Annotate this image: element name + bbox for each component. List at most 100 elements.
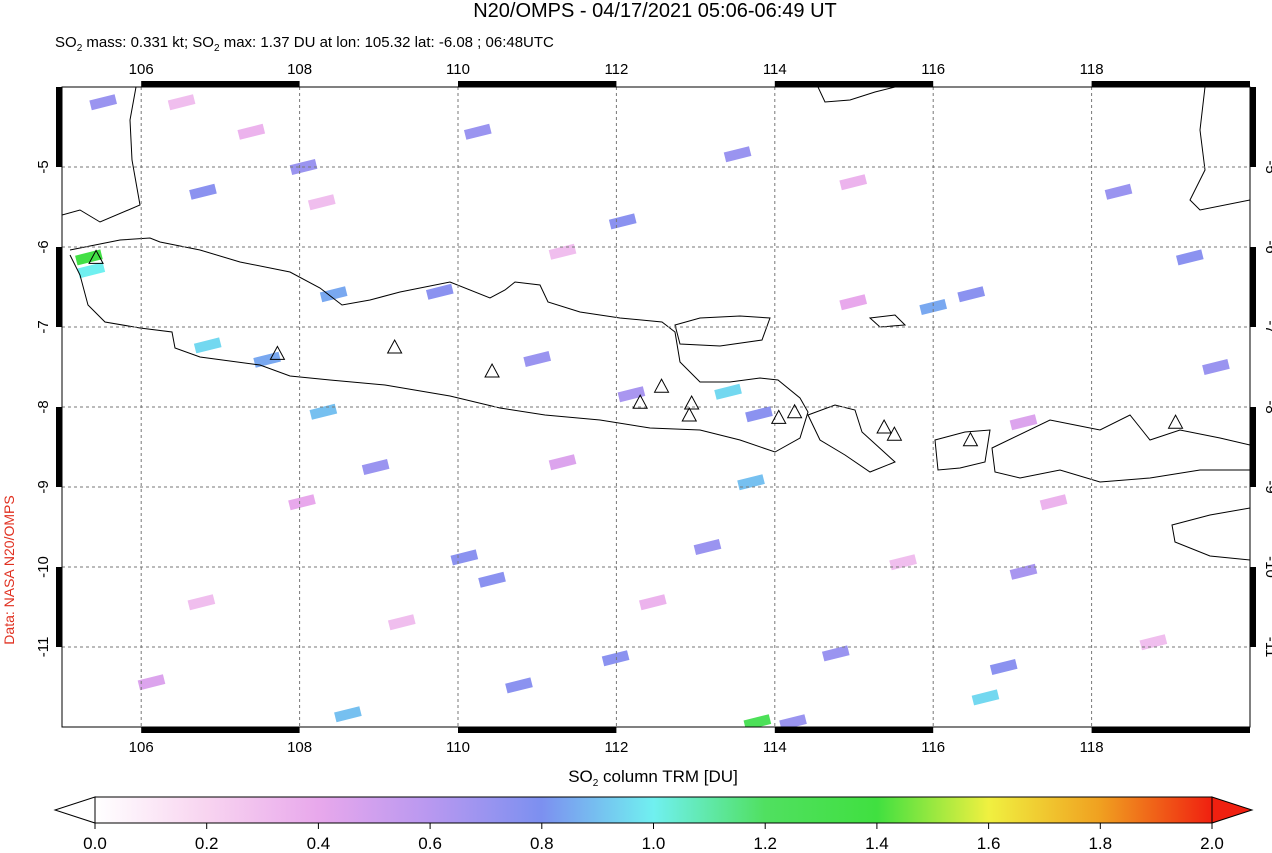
subtitle-part: 2 [77,43,83,54]
volcano [770,409,787,424]
frame-bar [1250,407,1256,487]
so2-pixel [478,571,506,588]
so2-pixel [253,351,281,368]
volcano [786,403,803,419]
so2-pixel [548,454,577,471]
colorbar-tick-label: 0.6 [418,834,442,853]
so2-pixel [548,243,577,260]
y-tick-label: -9 [1262,480,1272,493]
so2-pixel [714,383,742,400]
frame-bar [56,567,62,647]
y-tick-label: -11 [1262,637,1272,658]
volcano [1167,414,1184,429]
so2-pixel [737,474,765,491]
subtitle-part: mass: 0.331 kt; SO [82,34,214,51]
colorbar-under [53,796,96,824]
y-tick-label: -11 [35,637,52,658]
frame-bar [774,727,934,733]
volcano [653,378,670,393]
x-tick-label: 110 [446,61,470,78]
volcano [386,338,403,354]
so2-pixel [189,183,217,200]
y-tick-label: -7 [1262,320,1272,333]
so2-pixel [77,262,106,279]
so2-pixel [167,94,196,111]
axes: 106 106 108 108 110 110 112 112 114 114 116 116 118 1… [35,61,1272,756]
y-tick-label: -9 [35,480,52,493]
so2-pixel [989,659,1018,675]
x-tick-label: 114 [763,739,787,756]
volcano [88,249,104,264]
y-tick-label: -8 [35,400,52,413]
colorbar-tick-label: 1.6 [977,834,1001,853]
volcano [484,362,500,378]
volcano [962,431,979,447]
volcano [876,418,892,434]
so2-pixel [387,614,416,631]
coast-kangean [868,314,907,328]
x-tick-label: 116 [921,739,945,756]
volcano [681,406,698,422]
coast-sumbawa [991,414,1250,483]
so2-pixel [1175,249,1204,266]
coast-kalimantan [817,87,896,103]
so2-pixel [617,386,646,403]
so2-pixel [237,123,266,140]
so2-pixel [425,283,454,300]
y-tick-label: -6 [1262,240,1272,253]
so2-pixel [193,337,222,354]
so2-pixel [723,146,752,163]
x-tick-label: 112 [604,739,628,756]
x-tick-label: 106 [129,739,154,756]
colorbar-tick-label: 1.4 [865,834,889,853]
colorbar-body [94,796,1213,824]
coast-bali [807,404,896,473]
coastlines [62,87,1250,561]
subtitle: SO2 mass: 0.331 kt; SO2 max: 1.37 DU at … [55,34,554,54]
so2-pixel [334,706,362,723]
so2-pixel [839,174,868,191]
x-tick-label: 106 [129,61,154,78]
so2-pixel [523,351,552,367]
so2-pixel [450,549,479,566]
frame-bar [458,81,617,87]
label-part: SO [568,767,593,786]
so2-pixel [957,286,986,303]
colorbar-over [1211,796,1254,824]
subtitle-part: SO [55,34,77,51]
colorbar: SO2 column TRM [DU] 0.0 0.2 0.4 0.6 0.8 1.0 1.… [53,767,1254,853]
label-part: 2 [593,778,599,789]
y-tick-label: -5 [1262,160,1272,173]
coast-sulawesi [1189,87,1250,211]
frame-bar [141,81,300,87]
so2-pixel [309,403,338,420]
y-tick-label: -6 [35,240,52,253]
frame-bar [1250,567,1256,647]
label-part: column TRM [DU] [598,767,738,786]
frame-bar [1250,87,1256,167]
x-tick-label: 118 [1080,739,1104,756]
subtitle-part: max: 1.37 DU at lon: 105.32 lat: -6.08 ;… [220,34,555,51]
so2-pixel [693,539,722,555]
x-tick-label: 108 [287,739,312,756]
so2-pixel [505,677,533,694]
frame-bar [458,727,617,733]
coast-java [69,237,809,453]
so2-pixel [187,594,216,611]
frame-bar [56,407,62,487]
so2-pixel [839,294,868,311]
so2-pixel [1202,359,1230,375]
so2-pixel [319,286,348,303]
colorbar-tick-label: 0.0 [83,834,107,853]
frame-bar [1091,727,1250,733]
frame-bar [774,81,934,87]
so2-pixel [1009,563,1038,580]
x-tick-label: 110 [446,739,470,756]
so2-pixel [639,594,667,611]
so2-pixel [89,94,118,111]
colorbar-tick-label: 0.8 [530,834,554,853]
frame-bar [1250,247,1256,327]
coast-sumatra [62,87,141,223]
volcano [886,426,903,441]
frame-bar [141,727,300,733]
